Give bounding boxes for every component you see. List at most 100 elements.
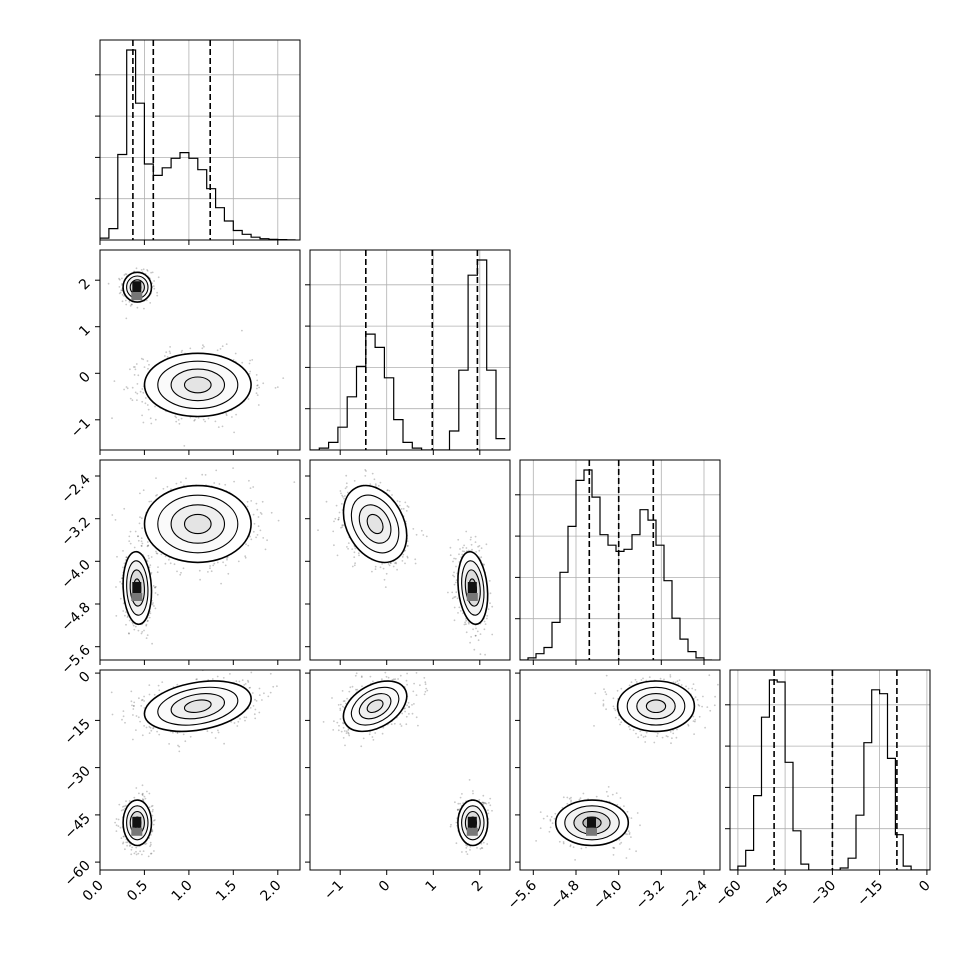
sample-point xyxy=(354,547,357,550)
sample-point xyxy=(148,806,151,809)
sample-point xyxy=(578,798,581,801)
sample-point xyxy=(461,550,464,552)
sample-point xyxy=(348,734,351,737)
sample-point xyxy=(383,578,386,581)
sample-point xyxy=(607,786,610,788)
sample-point xyxy=(670,742,672,745)
sample-point xyxy=(148,792,151,795)
sample-point xyxy=(143,695,146,698)
sample-point xyxy=(255,536,257,539)
sample-point xyxy=(539,827,542,830)
sample-point xyxy=(220,582,223,585)
sample-point xyxy=(259,511,262,514)
sample-point xyxy=(491,633,494,636)
sample-point xyxy=(130,700,133,703)
sample-point xyxy=(178,750,181,753)
sample-point xyxy=(694,696,697,698)
sample-point xyxy=(140,545,143,547)
histogram-bar xyxy=(477,260,486,450)
sample-point xyxy=(674,681,677,684)
sample-point xyxy=(122,842,124,845)
sample-point xyxy=(337,729,340,732)
sample-point xyxy=(128,632,130,635)
sample-point xyxy=(140,269,143,271)
sample-point xyxy=(377,484,380,487)
panel-3-2 xyxy=(535,674,719,861)
sample-point xyxy=(344,487,347,490)
sample-point xyxy=(372,739,375,741)
sample-point xyxy=(143,307,145,310)
sample-point xyxy=(150,500,153,503)
sample-point xyxy=(239,718,241,720)
sample-point xyxy=(384,671,387,674)
sample-point xyxy=(453,606,456,609)
sample-point xyxy=(472,628,474,631)
sample-point xyxy=(612,846,614,849)
sample-point xyxy=(132,366,135,368)
sample-point xyxy=(148,725,151,728)
sample-point xyxy=(614,709,617,712)
sample-point xyxy=(135,853,138,856)
sample-point xyxy=(148,732,151,734)
sample-point xyxy=(151,814,154,817)
sample-point xyxy=(119,581,121,583)
sample-point xyxy=(360,675,363,678)
sample-point xyxy=(411,712,414,715)
sample-point xyxy=(219,348,222,350)
sample-point xyxy=(180,571,182,574)
sample-point xyxy=(481,847,484,849)
sample-point xyxy=(692,720,695,722)
density-cell xyxy=(131,292,143,301)
sample-point xyxy=(407,701,410,704)
sample-point xyxy=(360,676,363,678)
sample-point xyxy=(397,678,399,680)
sample-point xyxy=(344,744,346,747)
sample-point xyxy=(401,556,404,558)
sample-point xyxy=(153,280,156,282)
sample-point xyxy=(130,848,133,851)
sample-point xyxy=(449,546,452,549)
sample-point xyxy=(256,394,259,396)
y-tick-label: −5.6 xyxy=(58,642,93,677)
sample-point xyxy=(207,417,210,420)
sample-point xyxy=(345,732,348,734)
sample-point xyxy=(325,500,328,503)
sample-point xyxy=(176,570,178,573)
sample-point xyxy=(452,574,454,577)
sample-point xyxy=(120,577,123,580)
sample-point xyxy=(137,535,139,538)
sample-point xyxy=(395,561,397,564)
sample-point xyxy=(122,710,125,712)
sample-point xyxy=(111,514,114,516)
sample-point xyxy=(168,350,171,353)
sample-point xyxy=(693,733,695,735)
sample-point xyxy=(229,673,231,675)
histogram-bar xyxy=(872,690,880,870)
sample-point xyxy=(392,565,395,568)
sample-point xyxy=(687,724,690,727)
sample-point xyxy=(388,489,391,492)
sample-point xyxy=(474,535,477,538)
sample-point xyxy=(145,623,148,626)
histogram-panel-2 xyxy=(520,460,720,660)
sample-point xyxy=(156,730,159,733)
sample-point xyxy=(141,698,144,701)
sample-point xyxy=(133,705,135,707)
sample-point xyxy=(482,801,485,804)
sample-point xyxy=(426,689,429,692)
sample-point xyxy=(401,712,404,715)
sample-point xyxy=(339,718,342,720)
sample-point xyxy=(153,693,156,696)
sample-point xyxy=(469,849,471,851)
sample-point xyxy=(266,539,268,542)
sample-point xyxy=(141,794,144,797)
sample-point xyxy=(116,555,118,558)
sample-point xyxy=(572,846,575,849)
sample-point xyxy=(400,725,403,727)
sample-point xyxy=(145,637,148,639)
sample-point xyxy=(114,821,116,824)
sample-point xyxy=(111,713,114,716)
histogram-bar xyxy=(608,545,616,660)
sample-point xyxy=(594,692,597,695)
sample-point xyxy=(183,445,186,447)
